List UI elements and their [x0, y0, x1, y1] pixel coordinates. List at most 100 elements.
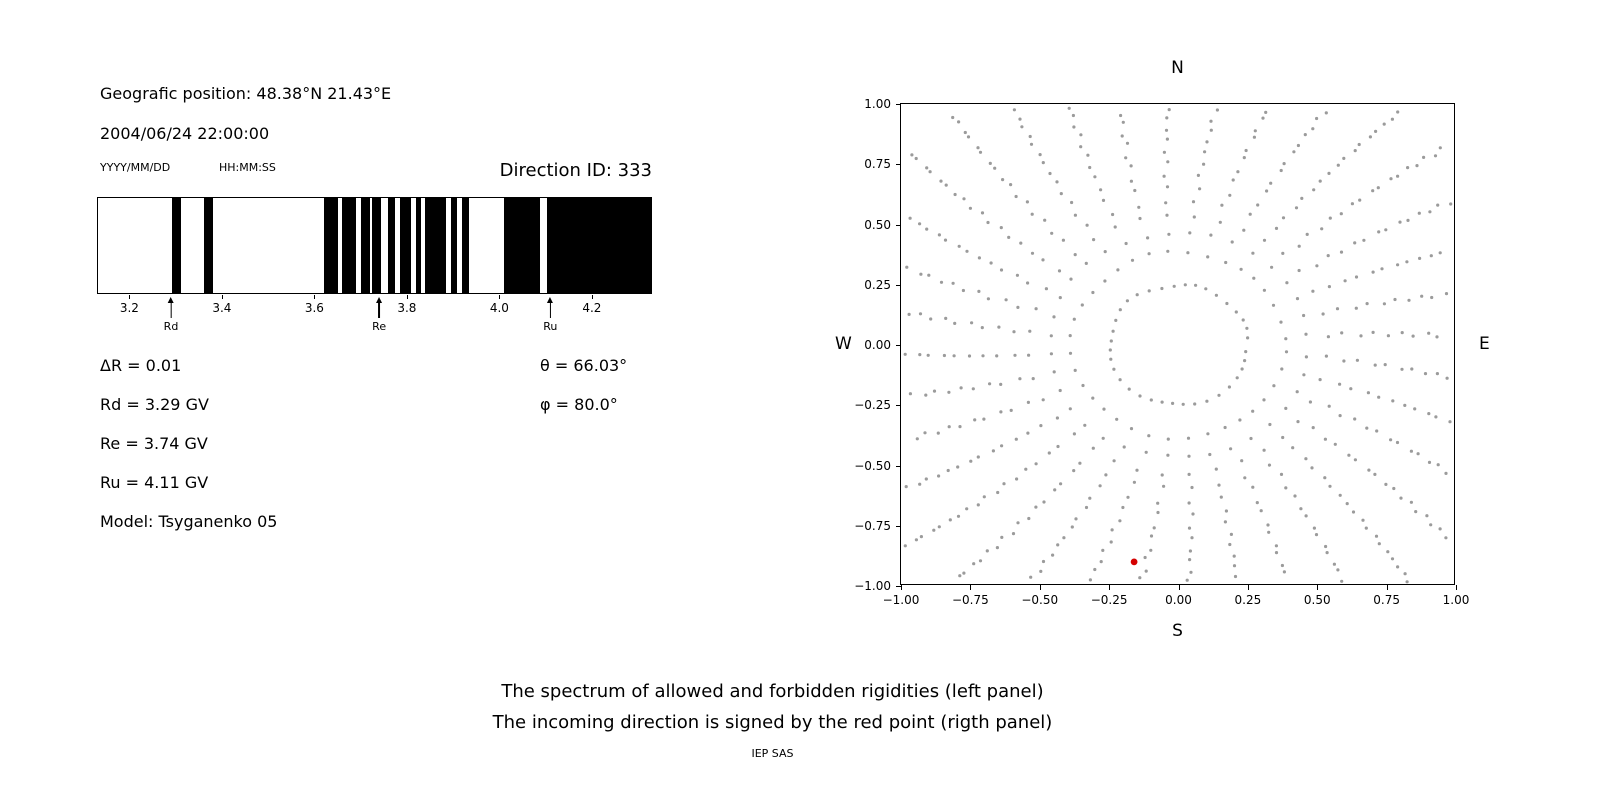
direction-grid-dot	[1261, 116, 1265, 120]
direction-grid-dot	[1311, 289, 1315, 293]
direction-grid-dot	[1215, 108, 1219, 112]
y-tick-label: 0.75	[864, 157, 891, 172]
direction-grid-dot	[1203, 150, 1207, 154]
direction-grid-dot	[1080, 303, 1084, 307]
direction-grid-dot	[1243, 476, 1247, 480]
x-tick-mark	[970, 585, 972, 590]
direction-grid-dot	[972, 562, 976, 566]
direction-grid-dot	[928, 170, 932, 174]
direction-grid-dot	[1429, 254, 1433, 258]
direction-grid-dot	[1294, 206, 1299, 210]
direction-grid-dot	[1152, 526, 1156, 530]
direction-grid-dot	[1205, 140, 1209, 144]
direction-grid-dot	[1112, 367, 1116, 371]
direction-grid-dot	[1016, 305, 1020, 309]
direction-grid-dot	[1079, 133, 1083, 137]
direction-grid-dot	[1000, 535, 1004, 539]
direction-grid-dot	[1186, 436, 1191, 440]
direction-grid-dot	[903, 352, 907, 356]
direction-grid-dot	[1251, 409, 1255, 413]
direction-grid-dot	[1132, 480, 1136, 484]
direction-grid-dot	[1084, 261, 1088, 265]
direction-grid-dot	[1282, 162, 1286, 166]
direction-grid-dot	[1149, 534, 1154, 538]
direction-grid-dot	[1448, 420, 1452, 424]
direction-grid-dot	[1189, 570, 1193, 574]
direction-grid-dot	[1368, 135, 1372, 139]
geographic-position-text: Geografic position: 48.38°N 21.43°E	[100, 84, 392, 103]
direction-grid-dot	[1435, 372, 1439, 376]
direction-grid-dot	[1049, 334, 1053, 338]
x-tick-mark	[1456, 585, 1457, 590]
direction-grid-dot	[1326, 254, 1330, 258]
direction-grid-dot	[1029, 142, 1034, 146]
direction-grid-dot	[1099, 188, 1103, 192]
direction-grid-dot	[936, 431, 940, 435]
direction-grid-dot	[1188, 549, 1192, 553]
direction-grid-dot	[1384, 482, 1388, 486]
direction-grid-dot	[1239, 267, 1243, 271]
direction-grid-dot	[963, 130, 967, 135]
direction-grid-dot	[1124, 156, 1128, 160]
direction-grid-dot	[1121, 120, 1125, 124]
direction-grid-dot	[1061, 238, 1065, 242]
arrow-up-icon	[167, 297, 174, 303]
direction-grid-dot	[1031, 377, 1035, 381]
direction-grid-dot	[1305, 232, 1309, 236]
delta-r-text: ΔR = 0.01	[100, 356, 182, 375]
x-tick-label: 0.50	[1303, 593, 1331, 607]
direction-grid-dot	[988, 161, 992, 165]
direction-grid-dot	[1026, 431, 1030, 435]
direction-grid-dot	[1445, 376, 1449, 380]
direction-grid-dot	[926, 353, 930, 357]
date-format-hint: YYYY/MM/DD	[100, 161, 171, 174]
direction-grid-dot	[1427, 460, 1432, 464]
marker-label: Re	[372, 320, 387, 333]
direction-grid-dot	[1382, 302, 1386, 306]
direction-grid-dot	[1127, 387, 1131, 391]
direction-grid-dot	[1018, 377, 1022, 381]
x-tick-label: −0.50	[1021, 593, 1059, 607]
direction-grid-dot	[1118, 378, 1122, 382]
direction-grid-dot	[1027, 353, 1031, 357]
direction-grid-dot	[1167, 108, 1171, 112]
direction-grid-dot	[1353, 241, 1357, 245]
direction-grid-dot	[1244, 148, 1248, 153]
direction-grid-dot	[1338, 382, 1342, 386]
direction-grid-dot	[1149, 398, 1153, 402]
direction-grid-dot	[1144, 450, 1148, 454]
direction-grid-dot	[1068, 334, 1072, 338]
direction-grid-dot	[1292, 150, 1296, 154]
direction-grid-dot	[976, 503, 980, 507]
direction-grid-dot	[1251, 251, 1255, 255]
direction-grid-dot	[1410, 367, 1414, 371]
rigidity-spectrum-plot	[97, 197, 652, 294]
direction-grid-dot	[1444, 536, 1448, 540]
datetime-text: 2004/06/24 22:00:00	[100, 124, 270, 143]
direction-grid-dot	[1262, 288, 1266, 292]
allowed-rigidity-band	[462, 198, 469, 293]
direction-grid-dot	[1252, 135, 1256, 139]
direction-grid-dot	[951, 115, 955, 120]
direction-grid-dot	[1274, 226, 1279, 230]
direction-grid-dot	[953, 321, 957, 325]
direction-grid-dot	[1230, 240, 1234, 244]
direction-grid-dot	[1267, 530, 1271, 534]
direction-grid-dot	[1279, 472, 1284, 476]
direction-grid-dot	[1187, 472, 1191, 476]
direction-grid-dot	[977, 289, 981, 293]
direction-grid-dot	[1109, 357, 1113, 361]
direction-grid-dot	[1396, 174, 1400, 178]
direction-grid-dot	[1014, 194, 1018, 199]
direction-grid-dot	[1335, 307, 1340, 311]
direction-grid-dot	[1002, 482, 1006, 486]
direction-grid-dot	[1303, 133, 1307, 137]
arrow-up-icon	[376, 297, 383, 303]
direction-grid-dot	[1444, 292, 1449, 296]
direction-grid-dot	[967, 354, 972, 358]
direction-grid-dot	[1041, 258, 1045, 262]
direction-grid-dot	[1295, 390, 1299, 394]
direction-grid-dot	[1190, 536, 1194, 540]
direction-grid-dot	[1291, 446, 1295, 450]
direction-grid-dot	[1228, 542, 1232, 547]
